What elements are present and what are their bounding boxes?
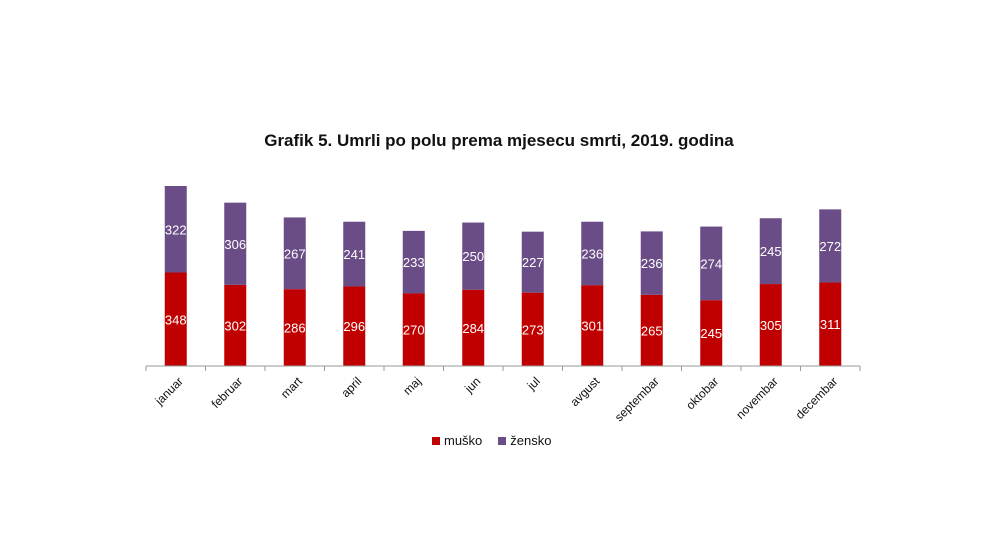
- data-label: 286: [284, 321, 306, 336]
- data-label: 274: [700, 256, 722, 271]
- category-label: mart: [278, 374, 305, 401]
- category-label: oktobar: [683, 374, 721, 412]
- bar-segment-zensko: [581, 221, 604, 286]
- data-label: 348: [165, 312, 187, 327]
- data-label: 305: [760, 318, 782, 333]
- bar-segment-musko: [700, 300, 723, 366]
- data-label: 322: [165, 222, 187, 237]
- bar-segment-musko: [581, 285, 604, 366]
- bar-segment-musko: [224, 284, 247, 366]
- data-label: 245: [700, 326, 722, 341]
- data-labels: 348 322 302 306 286 267 296 241 270 233 284 250 273 2…: [165, 222, 841, 341]
- bar-segment-musko: [462, 289, 485, 366]
- category-label: maj: [400, 374, 424, 398]
- legend: muško žensko: [432, 433, 568, 448]
- bar-segment-zensko: [283, 217, 306, 290]
- chart-title: Grafik 5. Umrli po polu prema mjesecu sm…: [264, 131, 734, 150]
- x-axis-ticks: [145, 366, 861, 371]
- data-label: 245: [760, 244, 782, 259]
- data-label: 296: [343, 319, 365, 334]
- data-label: 233: [403, 255, 425, 270]
- data-label: 236: [581, 246, 603, 261]
- data-label: 302: [224, 318, 246, 333]
- bar-segment-zensko: [700, 226, 723, 301]
- legend-swatch-zensko: [498, 436, 507, 445]
- bar-segment-zensko: [759, 218, 782, 285]
- legend-label-zensko: žensko: [510, 433, 552, 448]
- bar-segment-musko: [283, 289, 306, 366]
- category-label: januar: [152, 374, 186, 408]
- data-label: 267: [284, 246, 306, 261]
- legend-item-musko: muško: [432, 433, 482, 448]
- bar-segment-zensko: [224, 202, 247, 285]
- data-label: 227: [522, 255, 544, 270]
- bar-segment-musko: [343, 286, 366, 366]
- bar-segment-zensko: [164, 186, 187, 273]
- legend-label-musko: muško: [444, 433, 483, 448]
- data-label: 311: [820, 317, 841, 332]
- data-label: 272: [819, 239, 841, 254]
- bar-segment-musko: [521, 292, 544, 366]
- bar-segment-zensko: [640, 231, 663, 295]
- bar-segment-zensko: [462, 222, 485, 290]
- bar-segment-musko: [164, 272, 187, 366]
- bar-segment-musko: [819, 282, 842, 366]
- category-label: septembar: [612, 374, 662, 424]
- data-label: 306: [224, 237, 246, 252]
- category-label: avgust: [567, 374, 602, 409]
- bar-segment-zensko: [521, 231, 544, 293]
- data-label: 265: [641, 323, 663, 338]
- category-label: decembar: [793, 374, 841, 422]
- bar-segment-zensko: [402, 230, 425, 294]
- category-label: april: [338, 374, 364, 400]
- category-label: jul: [524, 374, 543, 393]
- data-label: 236: [641, 256, 663, 271]
- legend-item-zensko: žensko: [498, 433, 552, 448]
- bar-segment-musko: [640, 294, 663, 366]
- category-label: jun: [461, 374, 483, 396]
- bar-segment-zensko: [343, 221, 366, 287]
- category-labels: januar februar mart april maj jun jul avgust sep…: [152, 374, 841, 424]
- data-label: 250: [462, 249, 484, 264]
- bar-segment-zensko: [819, 209, 842, 283]
- data-label: 241: [343, 247, 365, 262]
- data-label: 301: [581, 319, 603, 334]
- bar-segment-musko: [402, 293, 425, 366]
- category-label: februar: [209, 374, 246, 411]
- legend-swatch-musko: [432, 436, 440, 445]
- bars-layer: [164, 186, 842, 366]
- bar-segment-musko: [759, 284, 782, 366]
- data-label: 284: [462, 321, 484, 336]
- data-label: 270: [403, 323, 425, 338]
- category-label: novembar: [733, 374, 781, 422]
- data-label: 273: [522, 322, 544, 337]
